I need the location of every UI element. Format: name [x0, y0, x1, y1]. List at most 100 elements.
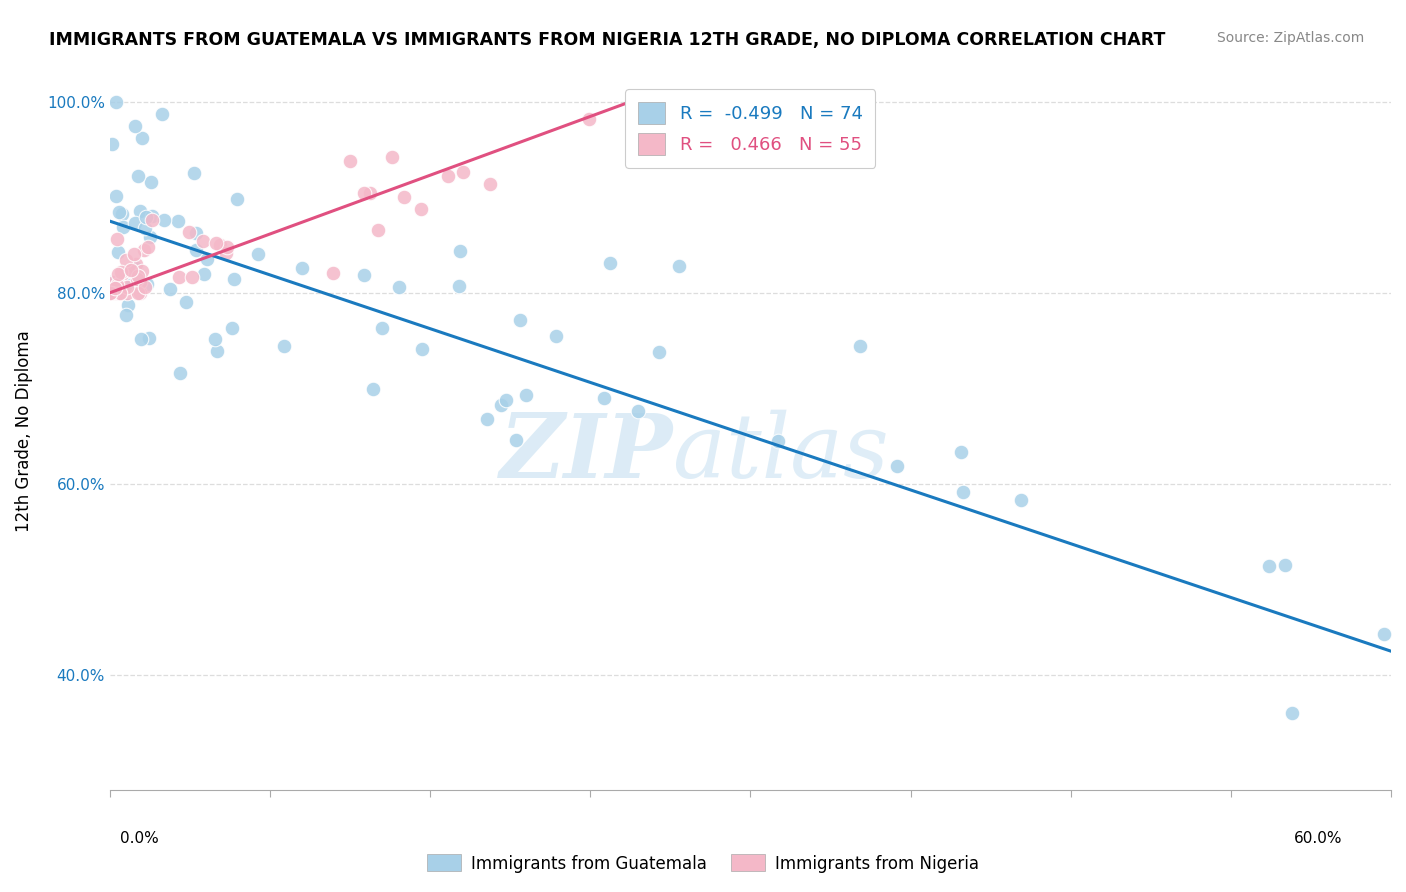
Point [453, 164, 475, 178]
Point [1258, 559, 1281, 574]
Point [107, 278, 129, 293]
Point [107, 244, 129, 259]
Point [766, 434, 789, 449]
Point [101, 283, 124, 297]
Point [105, 232, 128, 246]
Point [1010, 492, 1032, 507]
Point [215, 246, 238, 260]
Point [353, 186, 375, 200]
Point [193, 268, 215, 282]
Point [169, 366, 191, 380]
Point [135, 277, 157, 291]
Point [117, 298, 139, 312]
Point [409, 202, 432, 216]
Point [108, 285, 131, 300]
Point [388, 279, 411, 293]
Point [127, 269, 149, 284]
Point [291, 261, 314, 276]
Point [139, 230, 162, 244]
Point [104, 281, 127, 295]
Point [627, 404, 650, 418]
Point [367, 223, 389, 237]
Point [381, 150, 404, 164]
Point [104, 285, 127, 300]
Point [141, 209, 163, 223]
Point [204, 332, 226, 346]
Point [100, 282, 122, 296]
Point [361, 382, 384, 396]
Point [150, 107, 173, 121]
Point [125, 257, 148, 271]
Point [132, 243, 155, 257]
Point [186, 243, 208, 257]
Text: atlas: atlas [673, 409, 889, 496]
Point [107, 268, 129, 282]
Point [359, 186, 381, 200]
Point [98, 285, 121, 300]
Point [122, 246, 145, 260]
Point [1274, 558, 1296, 573]
Point [138, 331, 160, 345]
Point [107, 277, 129, 292]
Point [100, 275, 122, 289]
Text: 0.0%: 0.0% [120, 831, 159, 847]
Point [479, 178, 502, 192]
Point [152, 212, 174, 227]
Point [353, 268, 375, 282]
Point [108, 204, 131, 219]
Point [125, 260, 148, 275]
Point [225, 192, 247, 206]
Point [515, 387, 537, 401]
Point [392, 190, 415, 204]
Point [339, 153, 361, 168]
Point [127, 285, 149, 300]
Point [129, 332, 152, 346]
Point [647, 345, 669, 359]
Point [322, 266, 344, 280]
Point [247, 246, 270, 260]
Text: 60.0%: 60.0% [1295, 831, 1343, 847]
Point [215, 240, 238, 254]
Point [108, 285, 131, 300]
Point [167, 269, 190, 284]
Point [509, 312, 531, 326]
Point [115, 285, 138, 300]
Legend: Immigrants from Guatemala, Immigrants from Nigeria: Immigrants from Guatemala, Immigrants fr… [420, 847, 986, 880]
Point [1281, 706, 1303, 720]
Text: ZIP: ZIP [501, 409, 673, 496]
Point [136, 240, 159, 254]
Point [207, 344, 229, 359]
Point [952, 485, 974, 500]
Point [135, 210, 157, 224]
Point [131, 131, 153, 145]
Point [371, 321, 394, 335]
Point [98, 285, 121, 300]
Text: IMMIGRANTS FROM GUATEMALA VS IMMIGRANTS FROM NIGERIA 12TH GRADE, NO DIPLOMA CORR: IMMIGRANTS FROM GUATEMALA VS IMMIGRANTS … [49, 31, 1166, 49]
Point [115, 280, 138, 294]
Point [115, 253, 138, 268]
Point [224, 272, 246, 286]
Point [129, 204, 152, 219]
Text: Source: ZipAtlas.com: Source: ZipAtlas.com [1216, 31, 1364, 45]
Point [131, 264, 153, 278]
Point [124, 216, 146, 230]
Point [180, 270, 202, 285]
Point [167, 214, 190, 228]
Point [127, 169, 149, 183]
Point [599, 256, 621, 270]
Point [949, 445, 972, 459]
Point [124, 119, 146, 133]
Point [449, 244, 471, 259]
Point [179, 225, 201, 239]
Point [125, 272, 148, 286]
Point [141, 213, 163, 227]
Point [110, 264, 132, 278]
Point [134, 280, 156, 294]
Point [495, 392, 517, 407]
Point [134, 221, 156, 235]
Point [1372, 626, 1395, 640]
Point [100, 285, 122, 300]
Point [128, 285, 150, 300]
Point [103, 275, 125, 289]
Point [447, 279, 470, 293]
